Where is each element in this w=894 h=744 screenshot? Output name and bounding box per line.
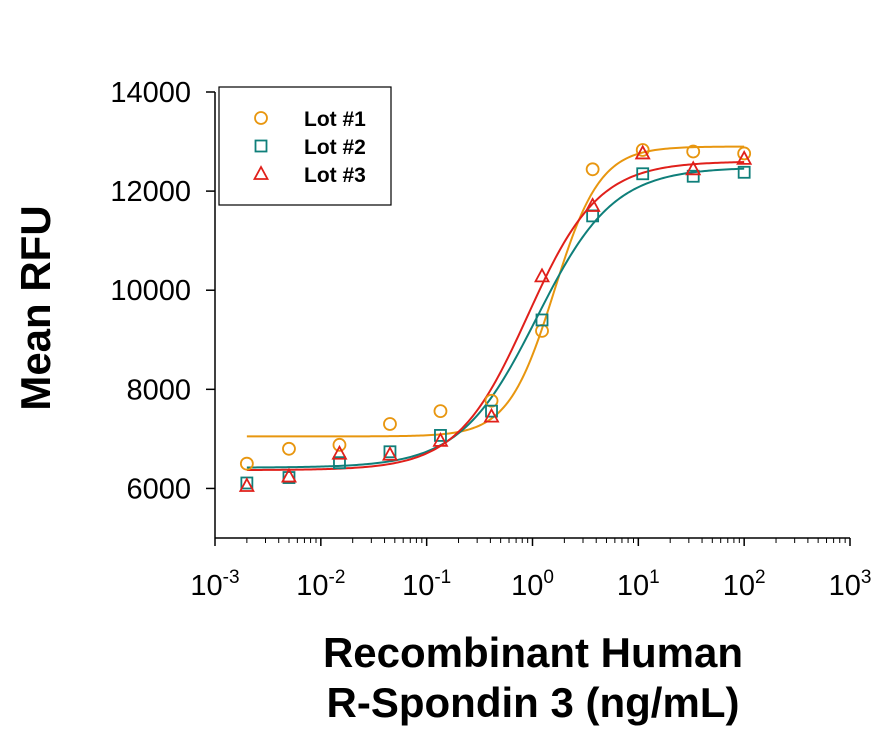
data-point-square (535, 313, 549, 327)
data-point-triangle (534, 267, 551, 283)
legend-marker-square (254, 139, 268, 153)
data-point-circle (635, 143, 650, 157)
x-tick-exponent: 0 (543, 567, 554, 588)
data-point-circle (737, 146, 752, 161)
x-tick-exponent: 3 (861, 567, 872, 588)
data-point-circle (383, 417, 397, 431)
x-tick-label: 10-1 (402, 567, 451, 602)
y-axis-title: Mean RFU (12, 205, 59, 410)
data-point-square (434, 429, 447, 442)
legend-label: Lot #1 (304, 108, 366, 131)
data-point-circle (686, 144, 701, 159)
data-point-circle (585, 162, 600, 177)
x-tick-label: 10-2 (296, 567, 345, 602)
x-tick-label: 103 (829, 567, 872, 602)
data-point-square (737, 165, 751, 179)
data-point-triangle (238, 477, 255, 492)
data-point-square (333, 456, 346, 470)
legend-label: Lot #3 (304, 164, 366, 187)
y-tick-label: 14000 (110, 77, 191, 109)
x-tick-base: 10 (829, 570, 861, 602)
data-point-triangle (584, 197, 601, 212)
x-tick-base: 10 (511, 570, 543, 602)
legend-box (218, 86, 392, 206)
data-point-triangle (331, 444, 348, 460)
x-tick-base: 10 (402, 570, 434, 602)
legend-label: Lot #2 (304, 136, 366, 159)
x-tick-exponent: 2 (755, 567, 766, 588)
data-point-triangle (736, 150, 753, 165)
fit-curve-lot-3 (246, 161, 745, 471)
legend-marker-triangle (252, 165, 270, 180)
x-tick-base: 10 (617, 570, 649, 602)
data-point-triangle (685, 160, 702, 176)
x-tick-exponent: 1 (649, 567, 660, 588)
data-point-triangle (634, 144, 651, 160)
x-tick-label: 10-3 (190, 567, 239, 602)
y-tick-label: 6000 (126, 473, 191, 505)
x-tick-label: 102 (723, 567, 766, 602)
y-tick-label: 8000 (126, 374, 191, 406)
data-point-square (636, 167, 650, 181)
y-tick-label: 10000 (110, 275, 191, 307)
fit-curve-lot-2 (246, 167, 745, 469)
data-point-circle (282, 441, 296, 456)
data-point-square (485, 404, 498, 418)
x-tick-exponent: -2 (329, 567, 346, 588)
x-tick-base: 10 (296, 570, 328, 602)
data-points (238, 143, 753, 492)
x-tick-label: 101 (617, 567, 660, 602)
data-point-square (282, 471, 296, 484)
legend: Lot #1 Lot #2 Lot #3 (218, 86, 392, 206)
x-tick-exponent: -3 (223, 567, 240, 588)
x-tick-exponent: -1 (434, 567, 451, 588)
x-tick-base: 10 (190, 570, 222, 602)
data-point-square (686, 169, 700, 183)
legend-marker-circle (254, 111, 268, 125)
data-point-circle (332, 437, 347, 452)
data-point-circle (484, 393, 499, 408)
data-point-circle (433, 404, 448, 419)
y-tick-label: 12000 (110, 176, 191, 208)
x-tick-base: 10 (723, 570, 755, 602)
data-point-circle (239, 456, 254, 471)
x-tick-label: 100 (511, 567, 554, 602)
x-axis-title-line: R-Spondin 3 (ng/mL) (327, 679, 740, 726)
data-point-triangle (381, 445, 398, 461)
x-axis-title-line: Recombinant Human (323, 629, 743, 676)
data-point-triangle (280, 467, 297, 483)
data-point-triangle (483, 407, 500, 423)
data-point-triangle (432, 431, 449, 447)
